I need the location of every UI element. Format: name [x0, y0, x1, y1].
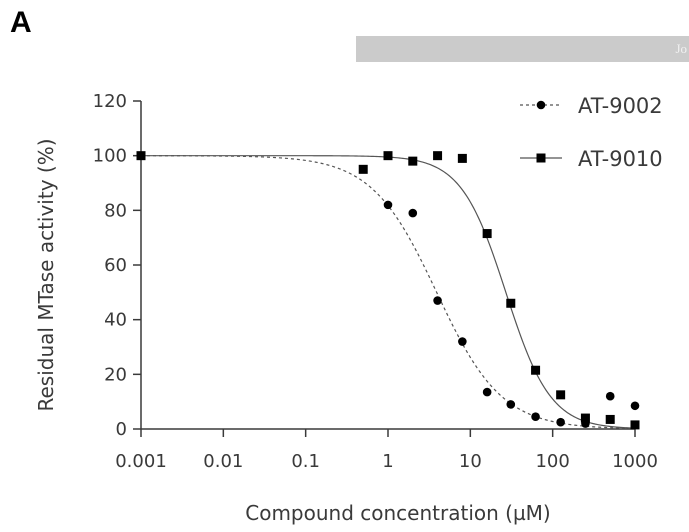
x-tick-label: 100: [535, 451, 569, 472]
y-tick-label: 20: [104, 364, 127, 385]
y-tick-label: 80: [104, 200, 127, 221]
point-at-9010: [531, 365, 541, 375]
point-at-9010: [630, 420, 640, 430]
point-at-9002: [531, 412, 540, 422]
legend: AT-9002 AT-9010: [520, 94, 663, 171]
x-tick-label: 0.001: [115, 451, 167, 472]
point-at-9010: [383, 151, 393, 161]
point-at-9010: [457, 153, 467, 163]
y-tick-label: 40: [104, 310, 127, 331]
point-at-9002: [458, 337, 467, 346]
point-at-9010: [136, 151, 146, 161]
legend-marker-at-9010: [536, 153, 546, 163]
y-axis-title: Residual MTase activity (%): [34, 138, 58, 411]
point-at-9010: [556, 390, 566, 400]
point-at-9010: [506, 298, 516, 308]
legend-marker-at-9002: [536, 100, 546, 110]
x-tick-label: 1000: [612, 451, 658, 472]
fit-curve-at-9002: [141, 155, 636, 429]
x-axis-title: Compound concentration (µM): [245, 501, 550, 525]
panel-label: A: [10, 6, 32, 39]
point-at-9010: [605, 414, 615, 424]
fit-curve-at-9010: [141, 155, 636, 429]
y-tick-label: 120: [93, 91, 127, 112]
point-at-9010: [408, 156, 418, 166]
point-at-9002: [433, 296, 442, 305]
point-at-9010: [358, 164, 368, 174]
point-at-9002: [605, 391, 615, 401]
axes: 0 20 40 60 80 100 120 0.001 0.01 0.1 1 10 100 1000: [93, 91, 658, 472]
point-at-9010: [433, 151, 443, 161]
y-tick-label: 60: [104, 255, 127, 276]
point-at-9002: [482, 387, 492, 397]
y-tick-label: 0: [116, 419, 127, 440]
point-at-9002: [506, 400, 516, 409]
point-at-9002: [383, 200, 393, 210]
x-tick-label: 10: [459, 451, 482, 472]
legend-label-at-9010: AT-9010: [578, 147, 663, 171]
data-points: [136, 151, 640, 430]
point-at-9010: [482, 229, 492, 239]
point-at-9002: [408, 208, 418, 218]
x-ticks: 0.001 0.01 0.1 1 10 100 1000: [115, 429, 658, 472]
x-tick-label: 0.1: [291, 451, 320, 472]
header-banner: Jo: [356, 36, 689, 62]
x-tick-label: 0.01: [203, 451, 243, 472]
fit-curves: [141, 155, 636, 429]
point-at-9002: [630, 401, 640, 411]
x-tick-label: 1: [382, 451, 393, 472]
legend-label-at-9002: AT-9002: [578, 94, 663, 118]
point-at-9002: [556, 417, 565, 427]
y-ticks: 0 20 40 60 80 100 120: [93, 91, 141, 440]
point-at-9010: [580, 413, 590, 423]
banner-text: Jo: [675, 41, 687, 56]
y-tick-label: 100: [93, 146, 127, 167]
